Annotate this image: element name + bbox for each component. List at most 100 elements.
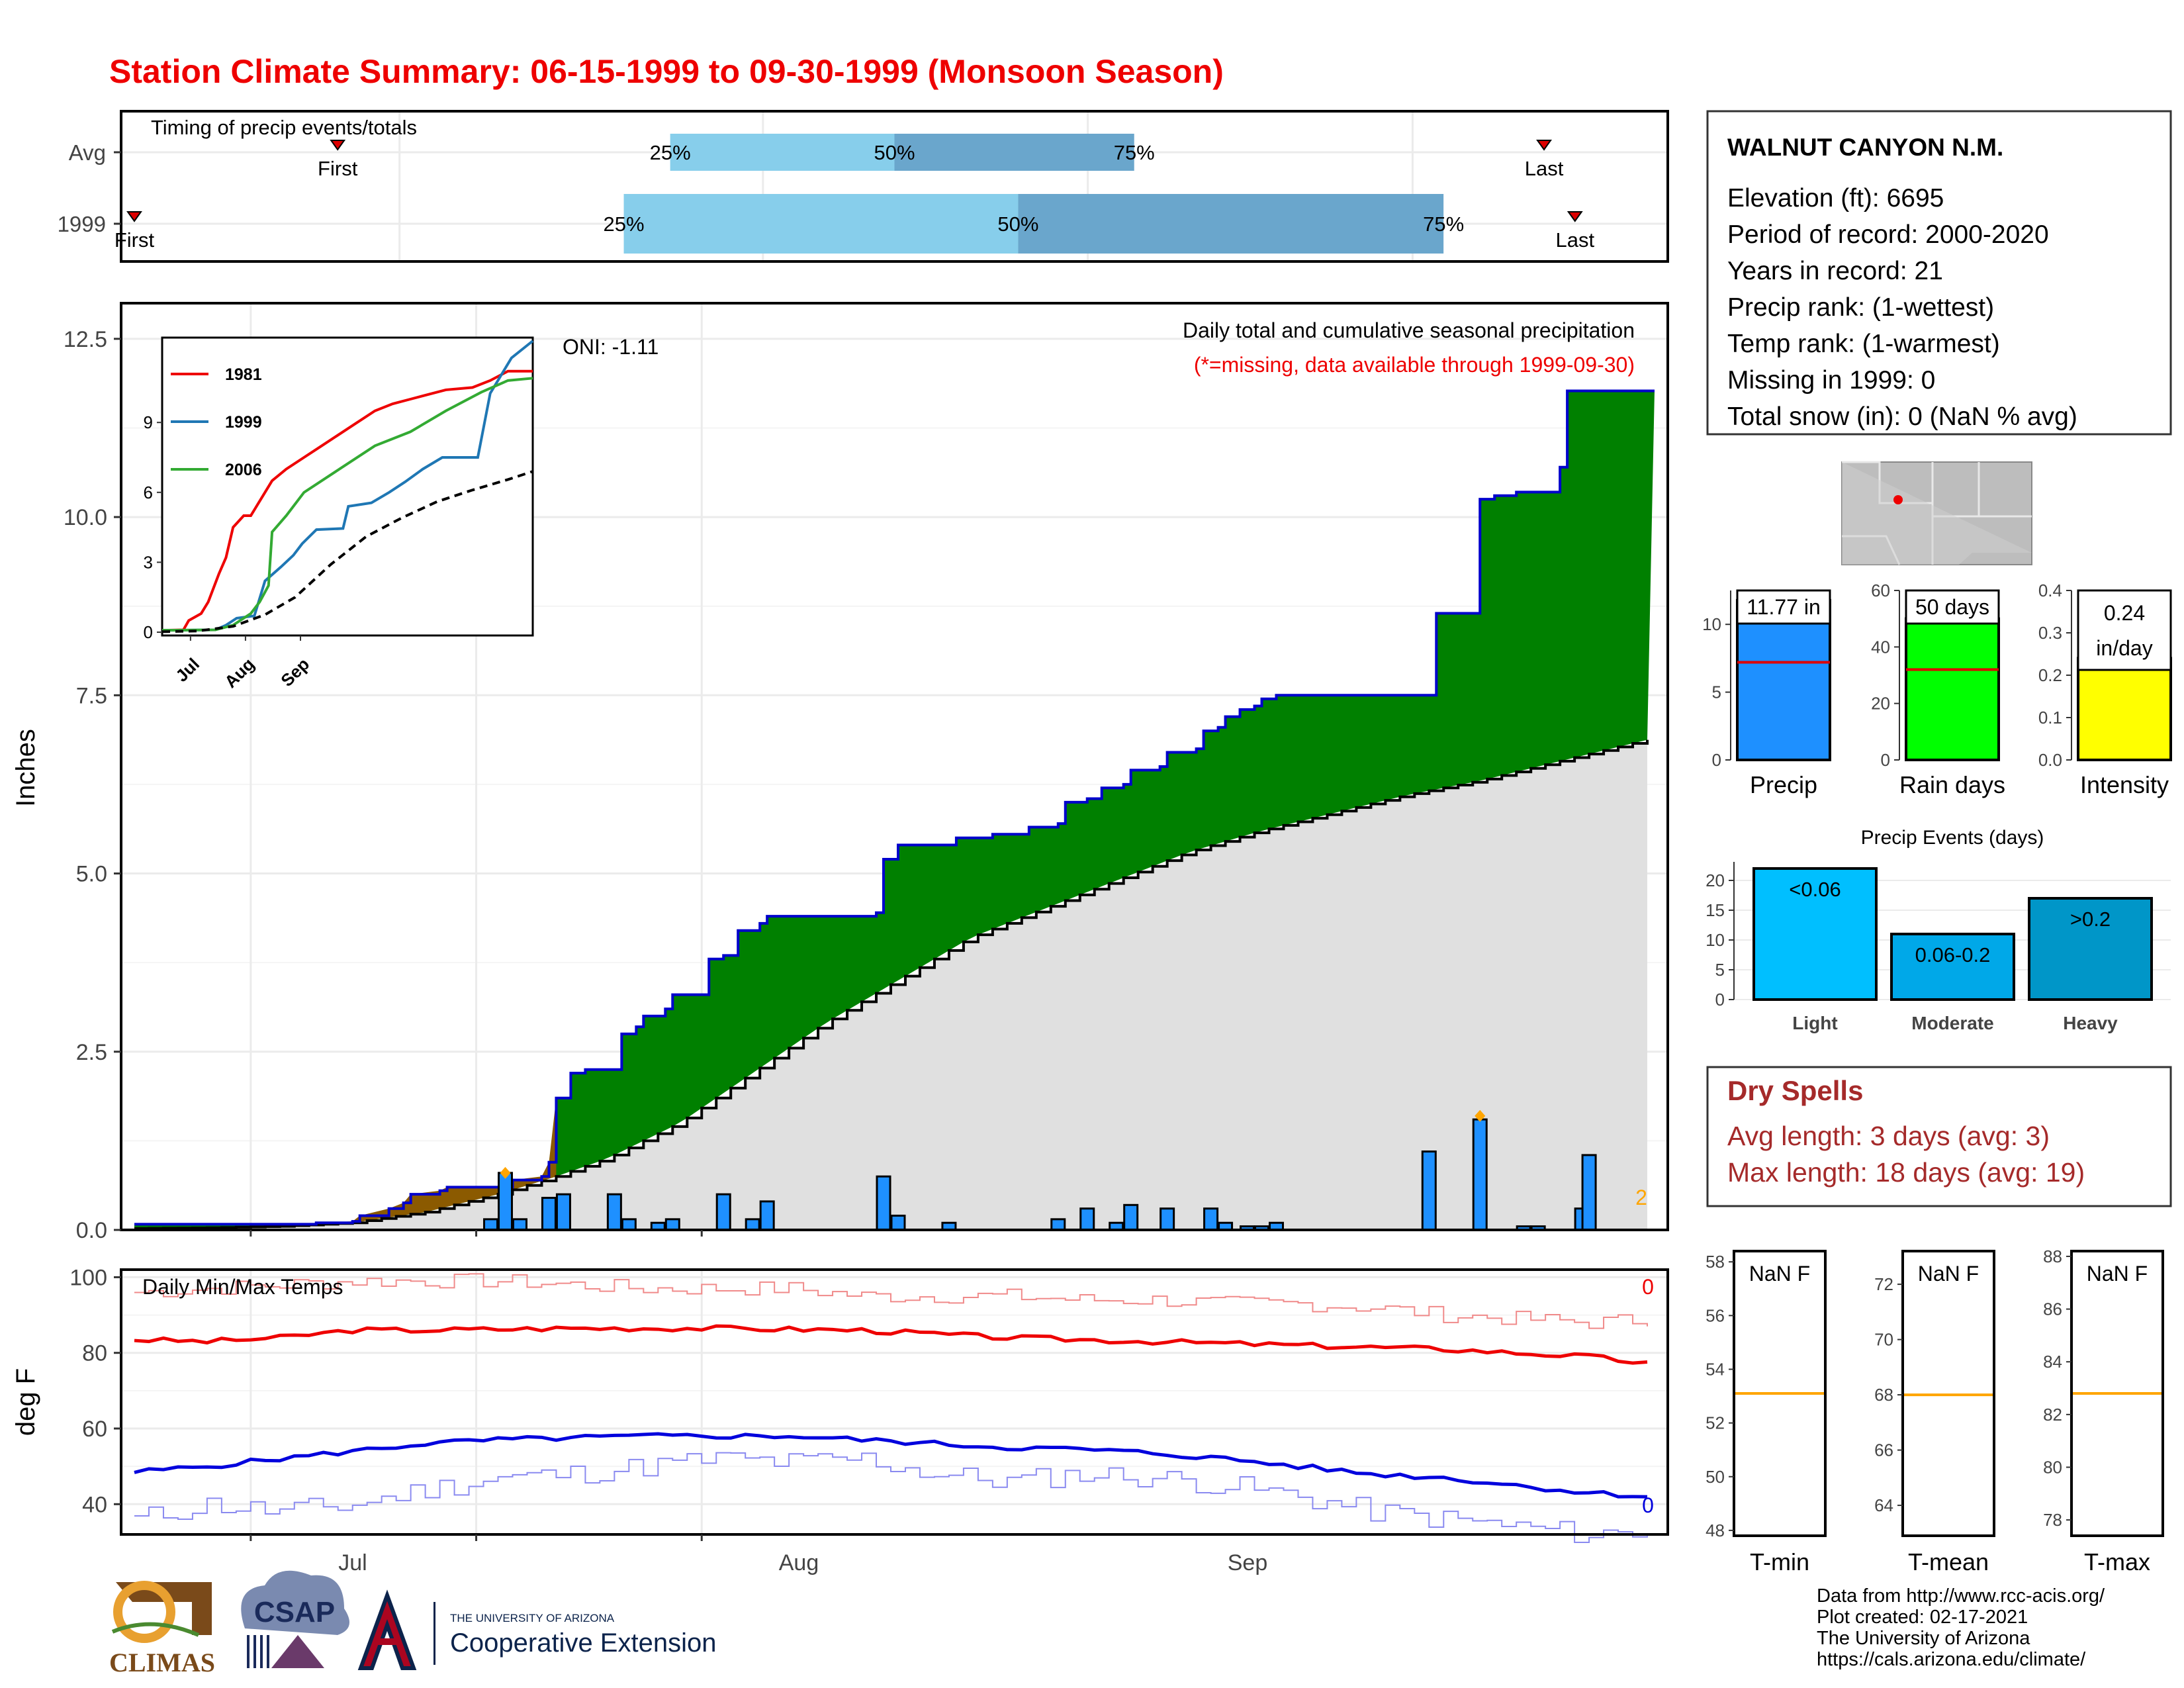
trank-ytick-label: 64 bbox=[1874, 1495, 1893, 1515]
climas-text: CLIMAS bbox=[109, 1648, 215, 1677]
ua-logo: THE UNIVERSITY OF ARIZONA Cooperative Ex… bbox=[357, 1589, 716, 1670]
credit-line: https://cals.arizona.edu/climate/ bbox=[1817, 1649, 2086, 1670]
timing-bar-q1 bbox=[623, 194, 1019, 254]
events-ytick-label: 0 bbox=[1715, 990, 1725, 1009]
season-bar bbox=[1736, 598, 1831, 761]
daily-precip-bar bbox=[745, 1218, 760, 1231]
small-bar-ytick-label: 0 bbox=[1881, 750, 1890, 770]
dry-spells: Dry Spells Avg length: 3 days (avg: 3) M… bbox=[1706, 1066, 2172, 1207]
trank-ytick-label: 52 bbox=[1706, 1413, 1725, 1433]
daily-precip-bar bbox=[512, 1218, 527, 1231]
daily-precip-bar bbox=[1472, 1118, 1488, 1231]
inset-legend-label: 2006 bbox=[225, 461, 262, 479]
precip-ytick-label: 0.0 bbox=[76, 1218, 107, 1243]
trank-ytick-label: 72 bbox=[1874, 1274, 1893, 1294]
station-line: Missing in 1999: 0 bbox=[1727, 366, 1935, 395]
daily-precip-bar bbox=[483, 1218, 499, 1231]
event-category-label: Moderate bbox=[1911, 1013, 1993, 1033]
last-label: Last bbox=[1555, 228, 1594, 252]
precip-ytick-label: 7.5 bbox=[76, 683, 107, 708]
station-marker-icon bbox=[1893, 495, 1903, 504]
trank-xlabel: T-max bbox=[2084, 1548, 2150, 1575]
inset-ytick-label: 0 bbox=[144, 622, 153, 642]
oni-value: ONI: -1.11 bbox=[563, 335, 659, 359]
events-ytick-label: 10 bbox=[1706, 930, 1725, 950]
precip-panel: 0.0 2.5 5.0 7.5 10.0 12.5 Daily total and cum… bbox=[11, 302, 1669, 1243]
season-xlabel: Rain days bbox=[1899, 771, 2005, 798]
inset-frame bbox=[161, 336, 534, 637]
trank-value: NaN F bbox=[1749, 1262, 1810, 1286]
precip-ytick-label: 2.5 bbox=[76, 1040, 107, 1065]
last-marker-icon bbox=[1567, 211, 1583, 222]
season-label: in/day bbox=[2096, 636, 2152, 660]
trank-ytick-label: 56 bbox=[1706, 1305, 1725, 1325]
dry-max: Max length: 18 days (avg: 19) bbox=[1727, 1157, 2085, 1188]
season-bars: 0 5 10 11.77 in Precip 0 20 40 60 50 days Rain day… bbox=[1702, 581, 2172, 798]
season-label-box bbox=[1736, 589, 1831, 625]
x-label-jul: Jul bbox=[338, 1550, 367, 1575]
min-temp-avg-line bbox=[134, 1432, 1648, 1499]
timing-row-avg-label: Avg bbox=[69, 140, 106, 165]
credits: Data from http://www.rcc-acis.org/ Plot … bbox=[1817, 1585, 2105, 1670]
temp-title: Daily Min/Max Temps bbox=[142, 1275, 343, 1299]
event-bar-label: >0.2 bbox=[2070, 908, 2111, 931]
events-ytick-label: 15 bbox=[1706, 900, 1725, 920]
climas-sun-icon bbox=[113, 1581, 175, 1643]
climas-logo: CLIMAS bbox=[109, 1581, 215, 1677]
season-xlabel: Precip bbox=[1750, 771, 1817, 798]
small-bar-ytick-label: 20 bbox=[1871, 694, 1890, 714]
last-label: Last bbox=[1525, 157, 1564, 180]
season-label: 0.24 bbox=[2104, 601, 2145, 625]
daily-precip-bar bbox=[1421, 1150, 1437, 1231]
station-name: WALNUT CANYON N.M. bbox=[1727, 134, 2003, 161]
inset-line-2006 bbox=[161, 377, 533, 632]
temp-frame bbox=[120, 1268, 1669, 1536]
trank-frame bbox=[1901, 1250, 1995, 1537]
trank-ytick-label: 50 bbox=[1706, 1467, 1725, 1487]
daily-precip-bar bbox=[1050, 1218, 1066, 1231]
precip-ytick-label: 5.0 bbox=[76, 862, 107, 887]
timing-pct-label: 50% bbox=[874, 141, 915, 164]
timing-pct-label: 75% bbox=[1423, 212, 1464, 236]
trank-ytick-label: 80 bbox=[2043, 1457, 2062, 1477]
precip-events-chart: Precip Events (days) 0 5 10 15 20 <0.06 Light 0… bbox=[1706, 827, 2171, 1033]
logos: CLIMAS CSAP THE UNIVERSITY OF ARIZONA Co… bbox=[109, 1570, 716, 1677]
page-title: Station Climate Summary: 06-15-1999 to 0… bbox=[109, 53, 1224, 90]
daily-precip-bar bbox=[876, 1175, 891, 1231]
temp-ytick-label: 60 bbox=[82, 1417, 107, 1442]
timing-title: Timing of precip events/totals bbox=[151, 116, 417, 139]
ua-big-text: Cooperative Extension bbox=[450, 1628, 716, 1658]
timing-pct-label: 25% bbox=[650, 141, 691, 164]
trank-xlabel: T-mean bbox=[1908, 1548, 1989, 1575]
max-temp-obs-line bbox=[134, 1273, 1649, 1329]
station-line: Years in record: 21 bbox=[1727, 257, 1943, 285]
precip-frame bbox=[120, 302, 1669, 1231]
map-region bbox=[1842, 462, 2032, 565]
min-temp-obs-line bbox=[134, 1452, 1649, 1544]
events-ytick-label: 5 bbox=[1715, 960, 1725, 980]
trank-value: NaN F bbox=[1918, 1262, 1979, 1286]
trank-ytick-label: 54 bbox=[1706, 1359, 1725, 1379]
inset-ytick-label: 9 bbox=[144, 412, 153, 432]
ua-a-icon bbox=[357, 1589, 417, 1670]
timing-row-1999-label: 1999 bbox=[58, 212, 106, 236]
daily-precip-bar bbox=[621, 1218, 637, 1231]
dry-title: Dry Spells bbox=[1727, 1075, 1863, 1106]
credit-line: Plot created: 02-17-2021 bbox=[1817, 1607, 2028, 1628]
daily-precip-bar bbox=[1123, 1203, 1139, 1231]
station-info: WALNUT CANYON N.M. Elevation (ft): 6695 … bbox=[1706, 110, 2172, 436]
station-line: Elevation (ft): 6695 bbox=[1727, 184, 1944, 212]
inset-ytick-label: 3 bbox=[144, 552, 153, 572]
temp-ytick-label: 40 bbox=[82, 1492, 107, 1517]
trank-ytick-label: 68 bbox=[1874, 1385, 1893, 1405]
temp-background bbox=[121, 1270, 1668, 1534]
events-ytick-label: 20 bbox=[1706, 870, 1725, 890]
precip-note: (*=missing, data available through 1999-… bbox=[1194, 353, 1635, 377]
missing-count: 2 bbox=[1635, 1186, 1647, 1209]
trank-value: NaN F bbox=[2087, 1262, 2148, 1286]
csap-mountain-icon bbox=[271, 1635, 324, 1668]
trank-ytick-label: 78 bbox=[2043, 1510, 2062, 1530]
daily-precip-bar bbox=[1079, 1207, 1095, 1231]
first-marker-icon bbox=[126, 211, 142, 222]
